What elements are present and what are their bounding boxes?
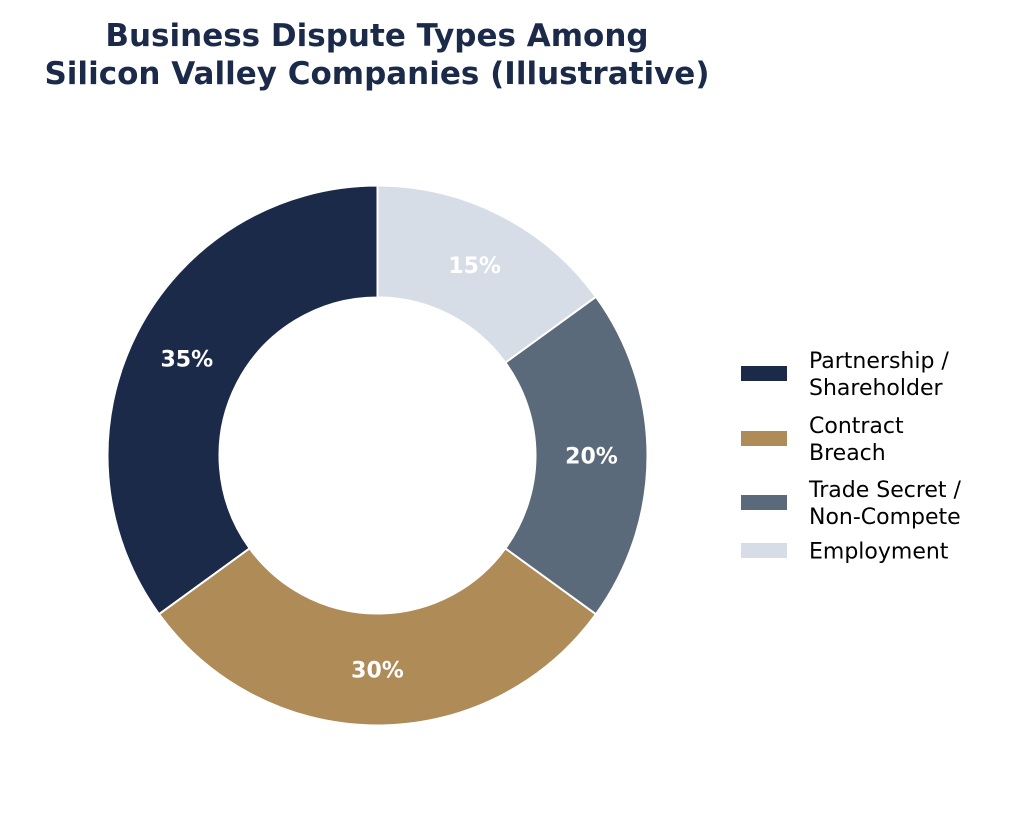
legend-item-4: Employment: [741, 540, 949, 565]
chart-title-line-2: Silicon Valley Companies (Illustrative): [44, 56, 709, 92]
legend-label-4-line-1: Employment: [809, 540, 949, 565]
legend-swatch-3: [741, 495, 787, 510]
slice-4: [376, 184, 598, 365]
legend-label-2-line-1: Contract: [809, 414, 904, 439]
legend-swatch-1: [741, 366, 787, 381]
legend-label-3-line-1: Trade Secret /: [808, 478, 962, 503]
donut-slices: [106, 184, 649, 727]
legend-label-2-line-2: Breach: [809, 441, 886, 466]
legend-label-1-line-2: Shareholder: [809, 376, 944, 401]
legend-item-1: Partnership /Shareholder: [741, 349, 949, 401]
slice-labels: 35% 30% 20% 15%: [160, 254, 617, 684]
legend-swatch-2: [741, 431, 787, 446]
chart-title: Business Dispute Types Among Silicon Val…: [44, 18, 709, 92]
slice-3: [503, 295, 649, 616]
slice-2: [157, 546, 598, 727]
slice-label-3: 20%: [565, 445, 618, 470]
slice-1: [106, 184, 379, 616]
legend-item-3: Trade Secret /Non-Compete: [741, 478, 962, 530]
slice-label-4: 15%: [448, 254, 501, 279]
chart-title-line-1: Business Dispute Types Among: [105, 18, 648, 54]
legend-label-1-line-1: Partnership /: [809, 349, 949, 374]
legend-label-3-line-2: Non-Compete: [809, 505, 961, 530]
slice-label-1: 35%: [160, 347, 213, 372]
legend-swatch-4: [741, 543, 787, 558]
slice-label-2: 30%: [351, 659, 404, 684]
